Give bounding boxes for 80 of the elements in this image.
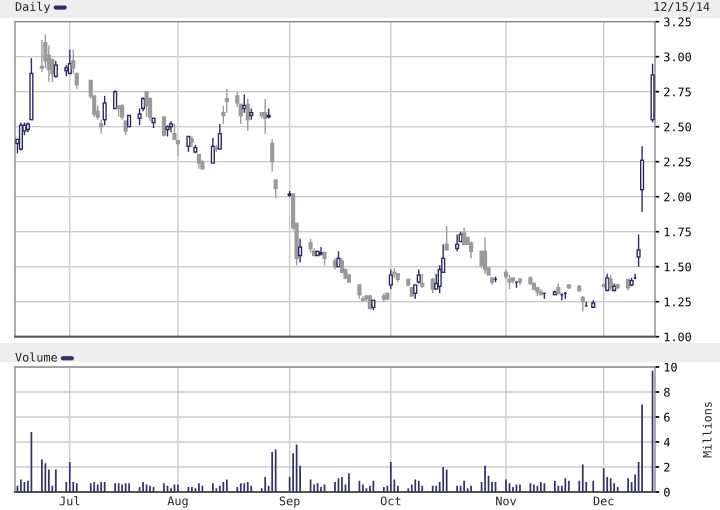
candlestick (99, 119, 104, 134)
candlestick (54, 60, 58, 78)
text: 12/15/14 (654, 2, 710, 12)
y-tick-label: 0 (664, 488, 670, 497)
candlestick (18, 122, 24, 152)
candlestick (462, 226, 466, 245)
candlestick (218, 123, 222, 150)
candlestick (246, 98, 250, 132)
y-tick-label: 2 (664, 462, 670, 472)
candlestick (274, 179, 278, 199)
x-tick-label: Aug (168, 496, 188, 508)
candlestick (124, 120, 128, 136)
candlestick (336, 250, 341, 268)
candlestick (266, 108, 271, 119)
candlestick (64, 64, 68, 77)
x-tick-label: Oct (380, 496, 400, 506)
x-tick-label: Dec (594, 496, 614, 506)
y-tick-label: 2.00 (664, 192, 691, 202)
candlestick (455, 234, 460, 252)
candlestick (263, 98, 268, 134)
candlestick (113, 90, 118, 110)
candlestick (162, 116, 166, 138)
y-tick-label: 1.75 (664, 228, 691, 236)
y-tick-label: 6 (664, 412, 670, 422)
candlestick (186, 136, 191, 153)
y-tick-label: 1.25 (664, 297, 691, 306)
candlestick (388, 268, 393, 290)
candlestick (626, 278, 630, 292)
candlestick (120, 104, 124, 120)
candlestick (151, 118, 156, 129)
candlestick (482, 236, 488, 274)
y-tick-label: 4 (664, 438, 670, 447)
candlestick (224, 88, 229, 114)
candlestick (332, 258, 338, 270)
candlestick (556, 282, 560, 296)
y-tick-label: 2.75 (664, 87, 691, 96)
candlestick (210, 137, 215, 164)
candlestick (168, 120, 174, 133)
x-tick-label: Nov (496, 496, 516, 506)
candlestick (127, 114, 132, 128)
candlestick (249, 108, 254, 120)
candlestick (242, 94, 246, 114)
y-tick-label: 8 (664, 388, 670, 397)
candlestick (270, 138, 274, 172)
candlestick (172, 123, 177, 140)
candlestick (392, 267, 396, 279)
candlestick (116, 105, 121, 118)
candlestick (469, 240, 474, 259)
y-tick-label: 3.00 (664, 52, 691, 62)
candlestick (144, 91, 149, 118)
candlestick (430, 277, 435, 294)
candlestick (371, 300, 376, 311)
candlestick (357, 284, 362, 300)
candlestick (26, 122, 30, 133)
candlestick (322, 250, 327, 266)
candlestick (580, 295, 585, 312)
candlestick (636, 234, 641, 268)
x-tick-label: Jul (60, 496, 80, 506)
candlestick (298, 238, 302, 264)
chart-title: Volume (15, 352, 57, 362)
y-tick-label: 1.00 (664, 332, 691, 342)
y-tick-label: 2.50 (664, 122, 691, 132)
candlestick (196, 154, 201, 170)
candlestick (190, 136, 194, 148)
x-tick-label: Sep (280, 496, 300, 508)
candlestick (102, 95, 107, 126)
candlestick (308, 238, 313, 254)
candlestick (420, 273, 424, 288)
y-axis-title: Millions (702, 402, 712, 458)
candlestick (368, 294, 372, 310)
candlestick (444, 225, 449, 251)
candlestick (605, 273, 610, 292)
y-tick-label: 10 (664, 362, 677, 372)
y-tick-label: 1.50 (664, 262, 691, 272)
y-tick-label: 3.25 (664, 17, 691, 26)
candlestick (608, 274, 613, 292)
chart-title: Daily (16, 2, 50, 14)
candlestick (68, 49, 72, 74)
candlestick (165, 124, 170, 138)
y-tick-label: 2.25 (664, 157, 691, 166)
